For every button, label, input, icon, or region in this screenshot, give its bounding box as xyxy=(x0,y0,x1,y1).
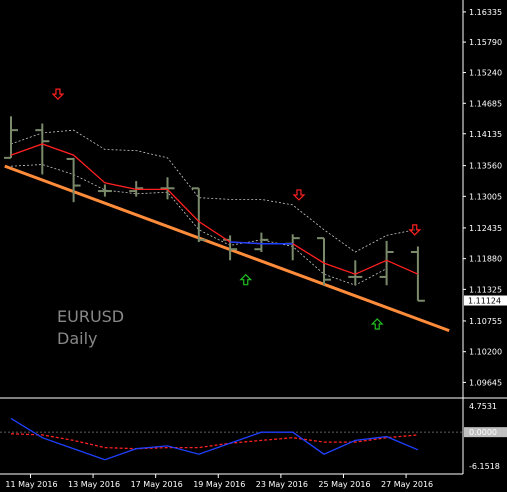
oscillator-main-line xyxy=(10,417,419,461)
ohlc-bar xyxy=(97,184,112,197)
time-tick-label: 17 May 2016 xyxy=(131,480,183,489)
price-tick-label: 1.14685 xyxy=(469,99,502,108)
price-tick-label: 1.09645 xyxy=(469,378,502,387)
ohlc-bar xyxy=(254,232,269,252)
ohlc-bar xyxy=(379,240,394,286)
price-axis: 1.16335 1.15790 1.15240 1.14685 1.14135 1.135… xyxy=(463,8,507,387)
price-tick-label: 1.11325 xyxy=(469,285,502,294)
price-tick-label: 1.12435 xyxy=(469,224,502,233)
current-price-label: 1.11124 xyxy=(468,297,501,306)
time-tick-label: 27 May 2016 xyxy=(381,480,433,489)
time-tick-label: 13 May 2016 xyxy=(68,480,120,489)
oscillator-signal-line xyxy=(10,433,418,450)
current-price-box xyxy=(464,295,507,306)
ohlc-bar xyxy=(160,177,175,200)
time-tick-label: 11 May 2016 xyxy=(5,480,57,489)
price-tick-label: 1.10200 xyxy=(469,348,502,357)
price-tick-label: 1.13560 xyxy=(469,162,502,171)
arrow-down-icon xyxy=(292,189,306,201)
time-axis: 11 May 2016 13 May 2016 17 May 2016 19 May … xyxy=(5,474,433,489)
ohlc-bar xyxy=(4,116,18,159)
envelope-upper-line xyxy=(10,129,387,253)
price-tick-label: 1.16335 xyxy=(469,8,502,17)
price-tick-label: 1.10755 xyxy=(469,317,502,326)
timeframe-label: Daily xyxy=(57,329,97,348)
arrow-up-icon xyxy=(370,318,384,330)
time-tick-label: 25 May 2016 xyxy=(318,480,370,489)
symbol-label: EURUSD xyxy=(57,307,124,326)
price-tick-label: 1.13005 xyxy=(469,192,502,201)
price-tick-label: 1.14135 xyxy=(469,130,502,139)
moving-average-segment xyxy=(230,241,293,245)
price-tick-label: 1.11880 xyxy=(469,255,502,264)
price-panel xyxy=(0,0,507,475)
time-tick-label: 19 May 2016 xyxy=(193,480,245,489)
ohlc-bar xyxy=(191,187,206,243)
price-tick-label: 1.15240 xyxy=(469,69,502,78)
time-tick-label: 23 May 2016 xyxy=(256,480,308,489)
moving-average-line xyxy=(10,143,419,275)
arrow-down-icon xyxy=(408,224,422,236)
arrow-down-icon xyxy=(51,88,65,101)
ohlc-bar xyxy=(35,123,50,175)
oscillator-tick-label: 0.0000 xyxy=(469,428,497,437)
oscillator-panel: 4.7531 0.0000 -6.1518 xyxy=(0,402,507,471)
arrow-up-icon xyxy=(239,273,253,286)
price-tick-label: 1.15790 xyxy=(469,38,502,47)
oscillator-tick-label: 4.7531 xyxy=(469,402,497,411)
oscillator-zero-box xyxy=(464,427,507,438)
ohlc-bar xyxy=(348,260,363,286)
ohlc-bar xyxy=(66,157,81,203)
oscillator-tick-label: -6.1518 xyxy=(469,462,500,471)
ohlc-bar xyxy=(317,237,331,286)
envelope-upper-tail xyxy=(386,229,415,236)
trendline xyxy=(4,164,450,333)
